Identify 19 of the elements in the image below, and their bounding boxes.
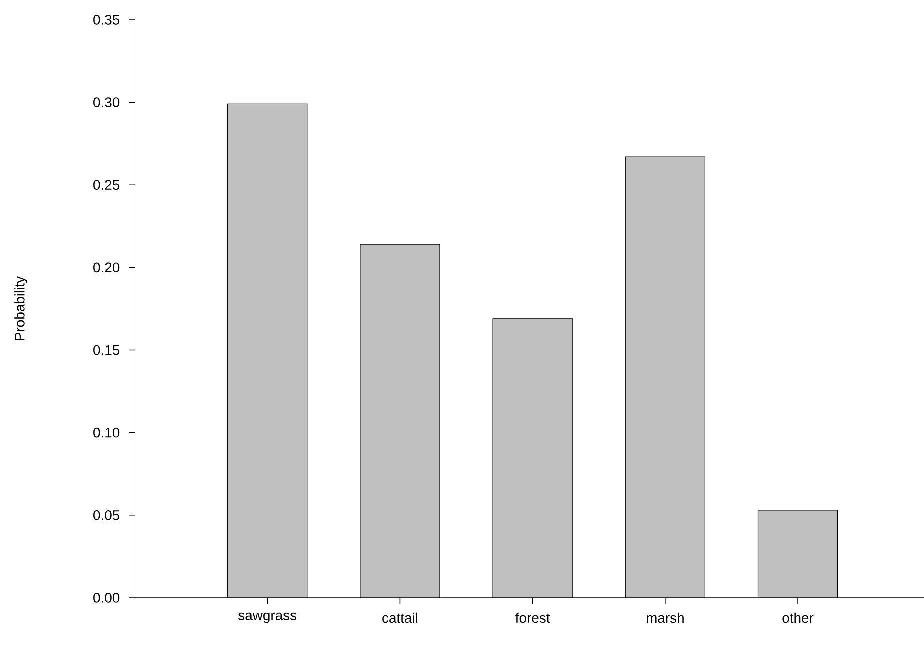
y-tick-label: 0.25 (94, 180, 120, 190)
bar (228, 104, 308, 598)
y-axis-title: Probability (14, 276, 28, 340)
y-tick-label: 0.00 (94, 593, 120, 603)
bar (360, 244, 440, 598)
x-tick-label: cattail (382, 612, 418, 624)
y-tick-label: 0.10 (94, 428, 120, 438)
x-tick-label: marsh (646, 612, 684, 624)
y-tick-label: 0.15 (94, 345, 120, 356)
x-tick-label: forest (516, 612, 550, 624)
y-tick-label: 0.30 (94, 98, 120, 108)
y-tick-label: 0.05 (94, 510, 120, 520)
x-tick-label: sawgrass (238, 612, 297, 624)
bar (758, 510, 838, 598)
bar (492, 318, 573, 598)
x-tick-label: other (782, 612, 814, 624)
bar (625, 156, 706, 598)
y-tick-label: 0.35 (94, 15, 120, 25)
y-tick-label: 0.20 (94, 262, 120, 273)
